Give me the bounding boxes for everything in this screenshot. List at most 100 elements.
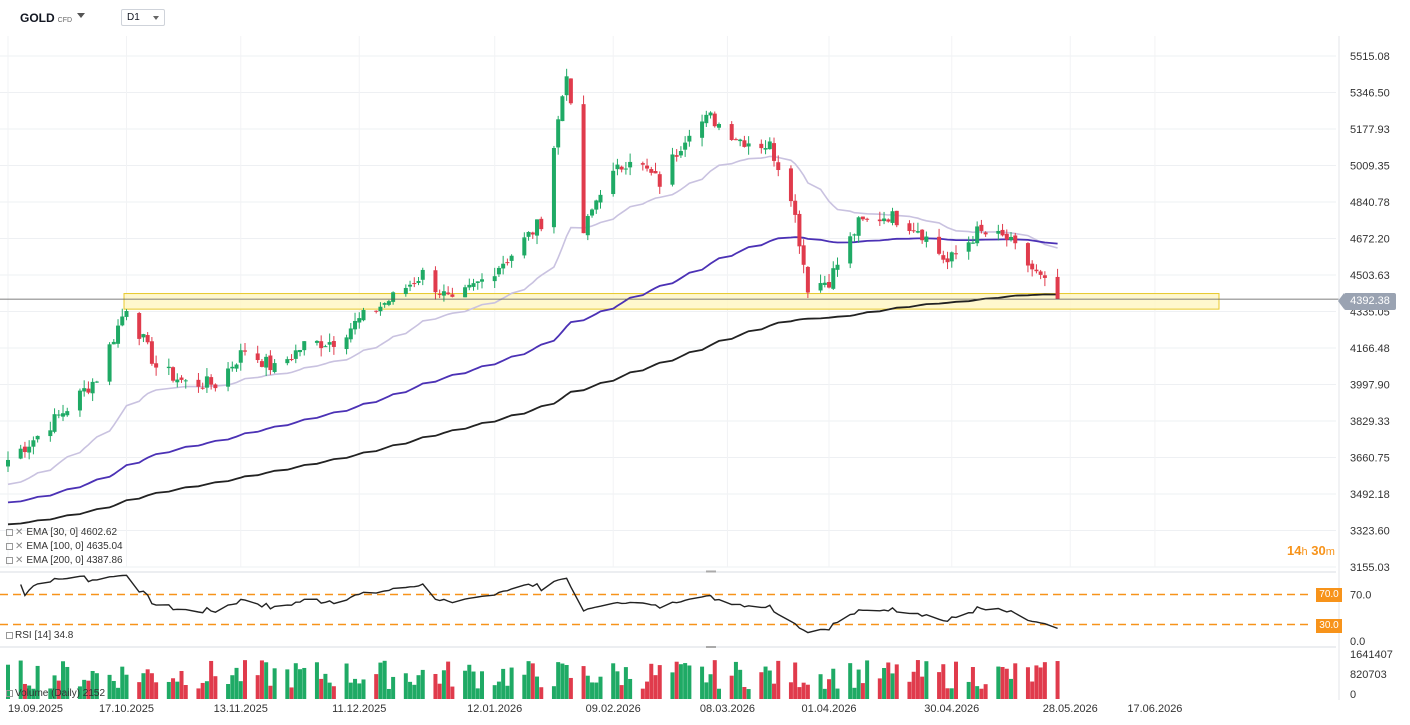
candle[interactable] (1055, 268, 1060, 300)
candle[interactable] (416, 276, 421, 286)
candle[interactable] (357, 312, 362, 329)
candle[interactable] (386, 299, 391, 307)
candle[interactable] (712, 111, 717, 128)
candle[interactable] (475, 281, 480, 290)
candle[interactable] (226, 362, 231, 392)
candle[interactable] (412, 277, 417, 288)
candle[interactable] (196, 372, 201, 393)
candle[interactable] (403, 284, 408, 297)
ema-100-legend[interactable]: ✕ EMA [100, 0] 4635.04 (6, 541, 123, 552)
candle[interactable] (640, 161, 645, 171)
candle[interactable] (975, 221, 980, 247)
candle[interactable] (831, 261, 836, 290)
candle[interactable] (230, 361, 235, 372)
candle[interactable] (970, 236, 975, 244)
candle[interactable] (585, 214, 590, 241)
candle[interactable] (86, 381, 91, 395)
candle[interactable] (82, 380, 87, 397)
candle[interactable] (793, 194, 798, 223)
candle[interactable] (954, 245, 958, 260)
settings-icon[interactable] (6, 529, 13, 536)
candle[interactable] (179, 375, 184, 383)
candle[interactable] (374, 310, 379, 314)
candle[interactable] (35, 435, 40, 443)
candle[interactable] (1042, 271, 1047, 287)
price-axis[interactable]: 5515.08 5346.50 5177.93 5009.35 4840.78 4672.… (1338, 36, 1390, 700)
candle[interactable] (116, 319, 121, 348)
candle[interactable] (822, 275, 827, 288)
candle[interactable] (437, 289, 442, 299)
ema-30-legend[interactable]: ✕ EMA [30, 0] 4602.62 (6, 527, 117, 538)
candle[interactable] (149, 337, 154, 366)
candle[interactable] (894, 210, 899, 228)
candle[interactable] (471, 278, 476, 291)
candle[interactable] (18, 444, 23, 460)
candle[interactable] (77, 388, 82, 417)
candle[interactable] (733, 137, 738, 141)
candle[interactable] (433, 266, 438, 300)
date-axis[interactable]: 19.09.2025 17.10.2025 13.11.2025 11.12.2025… (8, 703, 1182, 715)
candle[interactable] (678, 146, 683, 158)
candle[interactable] (598, 189, 603, 209)
candle[interactable] (209, 374, 214, 390)
candle[interactable] (882, 211, 887, 225)
candle[interactable] (467, 278, 472, 291)
candle[interactable] (420, 267, 425, 286)
candle[interactable] (264, 353, 269, 377)
candle[interactable] (568, 78, 573, 105)
candle[interactable] (48, 421, 53, 442)
candle[interactable] (801, 239, 806, 274)
candle[interactable] (581, 95, 586, 234)
symbol-selector[interactable]: GOLD CFD (20, 11, 72, 25)
candle[interactable] (763, 140, 768, 155)
settings-icon[interactable] (6, 543, 13, 550)
rsi-legend[interactable]: RSI [14] 34.8 (6, 630, 73, 641)
candle[interactable] (501, 255, 506, 275)
candle[interactable] (268, 350, 273, 375)
candle[interactable] (183, 378, 188, 389)
candle[interactable] (848, 232, 853, 269)
candle[interactable] (645, 158, 650, 172)
candle[interactable] (27, 440, 32, 460)
candle[interactable] (949, 251, 954, 268)
candle[interactable] (213, 383, 218, 392)
candle[interactable] (319, 335, 324, 357)
settings-icon[interactable] (6, 632, 13, 639)
candle[interactable] (446, 286, 451, 296)
candle[interactable] (886, 218, 891, 223)
candle[interactable] (107, 342, 112, 386)
candle[interactable] (615, 158, 620, 176)
candle[interactable] (480, 273, 484, 289)
candle[interactable] (628, 153, 633, 176)
candle[interactable] (890, 207, 895, 226)
candle[interactable] (560, 95, 565, 122)
candle[interactable] (657, 171, 662, 194)
candle[interactable] (590, 208, 595, 218)
candle[interactable] (238, 343, 243, 371)
candle[interactable] (492, 267, 497, 289)
settings-icon[interactable] (6, 690, 13, 697)
candle[interactable] (200, 382, 205, 390)
close-icon[interactable]: ✕ (15, 541, 24, 552)
timeframe-select[interactable]: D1 (121, 9, 165, 26)
candle[interactable] (623, 161, 628, 175)
candle[interactable] (619, 165, 624, 173)
candle[interactable] (611, 162, 616, 197)
support-zone[interactable] (123, 293, 1220, 310)
candle[interactable] (293, 344, 298, 364)
candle[interactable] (353, 312, 358, 335)
candle[interactable] (945, 251, 950, 270)
candle[interactable] (937, 228, 942, 256)
candle[interactable] (564, 68, 569, 101)
symbol-dropdown-icon[interactable] (77, 13, 85, 18)
candle[interactable] (907, 220, 912, 235)
candle[interactable] (683, 136, 688, 157)
candle[interactable] (255, 345, 260, 364)
candle[interactable] (788, 165, 793, 207)
candle[interactable] (175, 373, 180, 388)
candle[interactable] (865, 217, 870, 222)
candle[interactable] (314, 340, 319, 346)
candle[interactable] (331, 336, 336, 355)
candle[interactable] (856, 216, 861, 243)
candle[interactable] (772, 137, 777, 167)
